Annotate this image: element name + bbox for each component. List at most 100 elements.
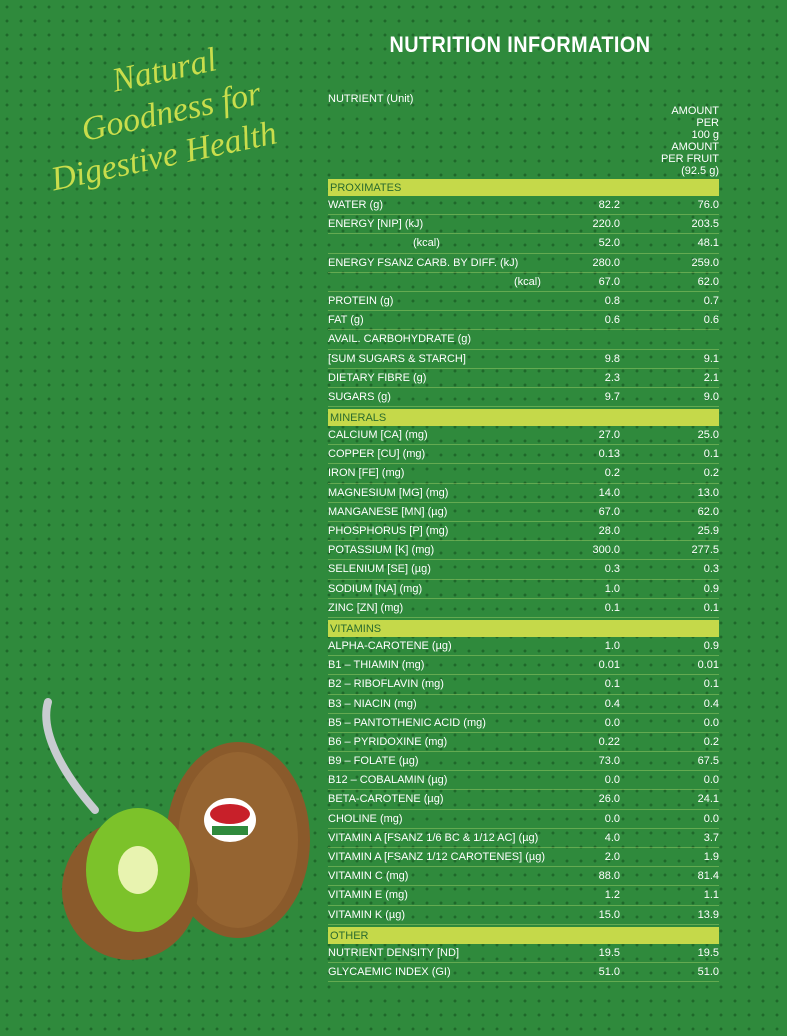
table-row: B1 – THIAMIN (mg) 0.01 0.01: [328, 656, 719, 676]
table-row: PHOSPHORUS [P] (mg) 28.0 25.9: [328, 522, 719, 542]
table-row: B2 – RIBOFLAVIN (mg) 0.1 0.1: [328, 675, 719, 695]
table-row: DIETARY FIBRE (g) 2.3 2.1: [328, 369, 719, 388]
nutrient-name: MANGANESE [MN] (µg): [328, 505, 448, 518]
nutrient-value: 0.6: [604, 314, 620, 327]
table-row: VITAMIN E (mg) 1.2 1.1: [328, 886, 719, 906]
nutrient-value: 0.9: [703, 639, 719, 652]
table-row: AVAIL. CARBOHYDRATE (g): [328, 330, 719, 350]
table-row: ENERGY FSANZ CARB. BY DIFF. (kJ) 280.0 259…: [328, 254, 719, 273]
spoon: [42, 698, 99, 814]
nutrient-value: 62.0: [697, 505, 719, 518]
nutrient-name: VITAMIN K (µg): [328, 908, 406, 921]
title: NUTRITION INFORMATION: [389, 32, 651, 57]
nutrient-name: COPPER [CU] (mg): [328, 448, 426, 461]
table-row: VITAMIN A [FSANZ 1/12 CAROTENES] (µg) 2.0…: [328, 848, 719, 868]
nutrient-value: 0.01: [598, 659, 620, 672]
section-title: OTHER: [328, 926, 719, 944]
nutrient-name: WATER (g): [328, 199, 383, 211]
nutrient-name: B1 – THIAMIN (mg): [328, 659, 425, 672]
section: PROXIMATES WATER (g) 82.2 76.0 ENERGY [NIP] …: [328, 179, 719, 408]
nutrient-value: 0.0: [703, 812, 719, 825]
table-row: (kcal) 67.0 62.0: [328, 273, 719, 292]
nutrient-value: 0.3: [703, 563, 719, 576]
nutrient-name: DIETARY FIBRE (g): [328, 371, 427, 384]
nutrient-value: 52.0: [598, 237, 620, 250]
column-header-line: NUTRIENT (Unit): [328, 93, 414, 105]
table-row: SODIUM [NA] (mg) 1.0 0.9: [328, 580, 719, 599]
table-row: B6 – PYRIDOXINE (mg) 0.22 0.2: [328, 733, 719, 753]
nutrient-name: AVAIL. CARBOHYDRATE (g): [328, 333, 472, 346]
nutrient-name: BETA-CAROTENE (µg): [328, 793, 444, 806]
nutrient-value: 4.0: [604, 831, 620, 844]
nutrient-value: 51.0: [697, 965, 719, 978]
table-row: SUGARS (g) 9.7 9.0: [328, 388, 719, 408]
nutrient-name: B6 – PYRIDOXINE (mg): [328, 735, 448, 748]
nutrient-name: CALCIUM [CA] (mg): [328, 429, 428, 442]
table-row: B5 – PANTOTHENIC ACID (mg) 0.0 0.0: [328, 714, 719, 733]
nutrient-value: 259.0: [691, 256, 719, 269]
nutrient-name: CHOLINE (mg): [328, 812, 403, 825]
nutrient-name: [SUM SUGARS & STARCH]: [328, 352, 466, 365]
nutrient-value: 1.0: [604, 582, 620, 595]
nutrient-value: 277.5: [691, 544, 719, 557]
nutrient-name: (kcal): [514, 275, 541, 288]
nutrient-value: 0.7: [703, 294, 719, 307]
section-title: PROXIMATES: [328, 179, 719, 196]
table-row: B9 – FOLATE (µg) 73.0 67.5: [328, 752, 719, 772]
nutrient-value: 19.5: [598, 946, 620, 959]
column-header: AMOUNT PER FRUIT (92.5 g): [328, 141, 719, 177]
nutrient-name: VITAMIN E (mg): [328, 889, 408, 902]
nutrient-name: SODIUM [NA] (mg): [328, 582, 423, 595]
table-row: POTASSIUM [K] (mg) 300.0 277.5: [328, 541, 719, 561]
nutrient-value: 0.2: [703, 735, 719, 748]
table-row: MANGANESE [MN] (µg) 67.0 62.0: [328, 503, 719, 522]
nutrient-name: PHOSPHORUS [P] (mg): [328, 525, 449, 537]
table-row: VITAMIN K (µg) 15.0 13.9: [328, 906, 719, 925]
nutrient-value: 2.1: [703, 371, 719, 384]
nutrient-value: 0.1: [703, 678, 719, 691]
nutrient-value: 0.4: [703, 697, 719, 710]
nutrient-value: 220.0: [592, 218, 620, 231]
table-row: MAGNESIUM [MG] (mg) 14.0 13.0: [328, 484, 719, 503]
section: OTHER NUTRIENT DENSITY [ND] 19.5 19.5 GLYCAE…: [328, 926, 719, 983]
nutrient-value: 13.9: [697, 908, 719, 921]
nutrient-value: 0.1: [703, 448, 719, 461]
nutrient-value: 26.0: [598, 793, 620, 806]
table-row: [SUM SUGARS & STARCH] 9.8 9.1: [328, 350, 719, 369]
table-row: ZINC [ZN] (mg) 0.1 0.1: [328, 599, 719, 618]
nutrient-name: IRON [FE] (mg): [328, 467, 405, 480]
nutrient-name: VITAMIN A [FSANZ 1/12 CAROTENES] (µg): [328, 851, 546, 863]
nutrient-value: 0.1: [703, 601, 719, 614]
nutrient-value: 203.5: [691, 218, 719, 231]
nutrient-value: 67.0: [598, 275, 620, 288]
nutrient-value: 76.0: [697, 199, 719, 211]
nutrient-value: 48.1: [697, 237, 719, 250]
nutrient-value: 9.7: [604, 390, 620, 403]
nutrient-value: 9.1: [703, 352, 719, 365]
column-header-line: 100 g: [691, 129, 719, 141]
nutrient-value: 0.13: [598, 448, 620, 461]
nutrient-value: 0.0: [703, 716, 719, 729]
table-row: NUTRIENT DENSITY [ND] 19.5 19.5: [328, 944, 719, 963]
nutrient-name: GLYCAEMIC INDEX (GI): [328, 965, 451, 978]
nutrient-value: 0.1: [604, 678, 620, 691]
nutrient-name: ZINC [ZN] (mg): [328, 601, 404, 614]
table-row: VITAMIN C (mg) 88.0 81.4: [328, 867, 719, 887]
nutrient-value: 1.1: [703, 889, 719, 902]
nutrient-value: 67.0: [598, 505, 620, 518]
nutrient-value: 81.4: [697, 870, 719, 883]
table-row: CALCIUM [CA] (mg) 27.0 25.0: [328, 426, 719, 446]
nutrient-value: 300.0: [592, 544, 620, 557]
column-header-line: AMOUNT: [671, 141, 719, 153]
nutrient-value: 0.3: [604, 563, 620, 576]
nutrient-value: 28.0: [598, 525, 620, 537]
nutrient-value: 0.9: [703, 582, 719, 595]
nutrient-name: SUGARS (g): [328, 390, 391, 403]
nutrient-value: 0.2: [703, 467, 719, 480]
table-row: PROTEIN (g) 0.8 0.7: [328, 292, 719, 312]
nutrient-value: 2.0: [604, 851, 620, 863]
nutrient-value: 1.2: [604, 889, 620, 902]
column-header-line: PER FRUIT: [660, 153, 719, 165]
nutrient-value: 15.0: [598, 908, 620, 921]
